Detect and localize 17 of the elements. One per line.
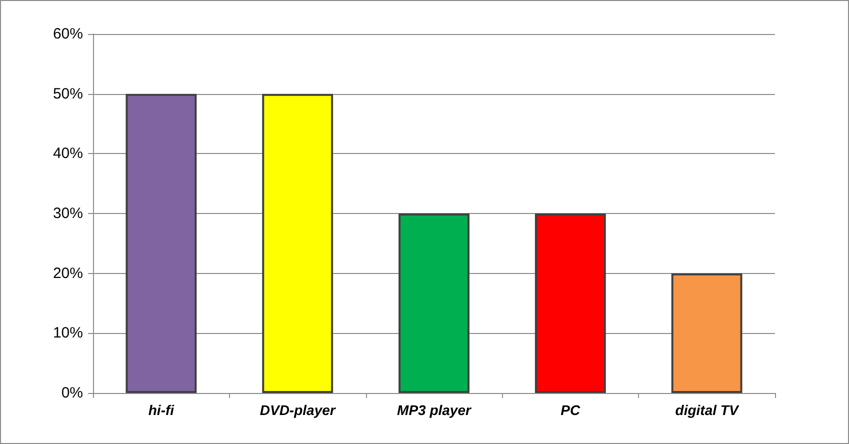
bar [671, 273, 742, 393]
bar [398, 214, 470, 393]
y-tick-label: 40% [52, 145, 83, 162]
y-tick-label: 0% [61, 384, 83, 402]
x-tick-label: hi-fi [148, 402, 176, 418]
x-tick-label: MP3 player [397, 402, 473, 418]
x-tick-label: digital TV [675, 402, 740, 418]
bar [126, 94, 197, 393]
y-tick-label: 60% [52, 26, 83, 42]
bar [534, 214, 606, 393]
bar [262, 94, 334, 393]
y-tick-label: 30% [52, 205, 83, 222]
x-tick-label: PC [560, 402, 582, 418]
y-tick-label: 10% [52, 324, 83, 342]
y-tick-label: 20% [52, 264, 83, 282]
x-tick-label: DVD-player [260, 402, 337, 418]
y-tick-label: 50% [52, 85, 83, 102]
